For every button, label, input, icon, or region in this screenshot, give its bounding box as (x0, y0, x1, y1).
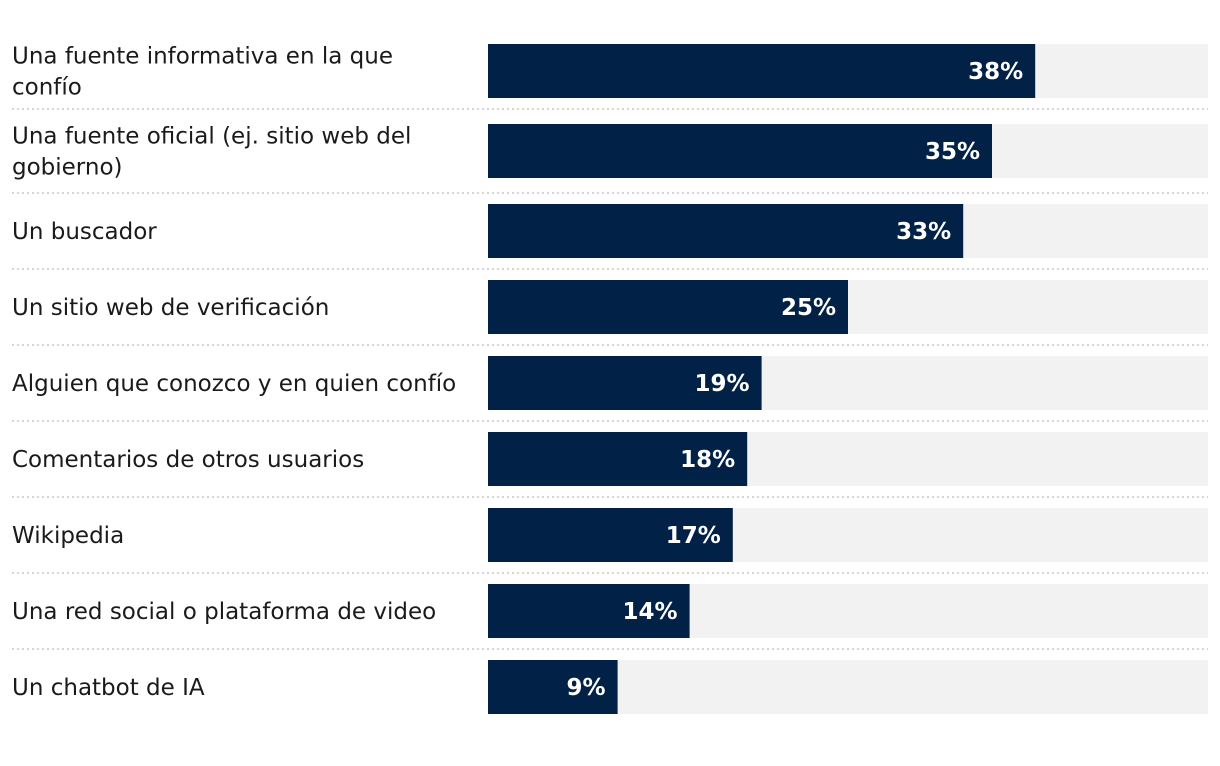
bar (488, 356, 762, 410)
category-label: Wikipedia (12, 523, 124, 549)
bar (488, 584, 690, 638)
bar (488, 508, 733, 562)
category-label: Un buscador (12, 219, 157, 245)
category-label: Un sitio web de verificación (12, 295, 329, 321)
bar-value-label: 17% (666, 523, 721, 549)
bar-value-label: 25% (781, 295, 836, 321)
category-label: Alguien que conozco y en quien confío (12, 371, 456, 397)
category-label: Una fuente informativa en la que confío (12, 44, 393, 101)
bar-value-label: 14% (623, 599, 678, 625)
category-label: Comentarios de otros usuarios (12, 447, 364, 473)
bar-value-label: 18% (680, 447, 735, 473)
bar-value-label: 19% (695, 371, 750, 397)
bar-value-label: 35% (925, 139, 980, 165)
bar (488, 204, 964, 258)
bar (488, 124, 992, 178)
bar (488, 432, 748, 486)
category-label: Un chatbot de IA (12, 675, 205, 701)
bar (488, 280, 848, 334)
bar-value-label: 38% (968, 59, 1023, 85)
bar-value-label: 33% (896, 219, 951, 245)
bar (488, 44, 1036, 98)
bar-value-label: 9% (567, 675, 606, 701)
category-label: Una red social o plataforma de video (12, 599, 436, 625)
category-label: Una fuente oficial (ej. sitio web del gob… (12, 124, 411, 181)
bar (488, 660, 618, 714)
